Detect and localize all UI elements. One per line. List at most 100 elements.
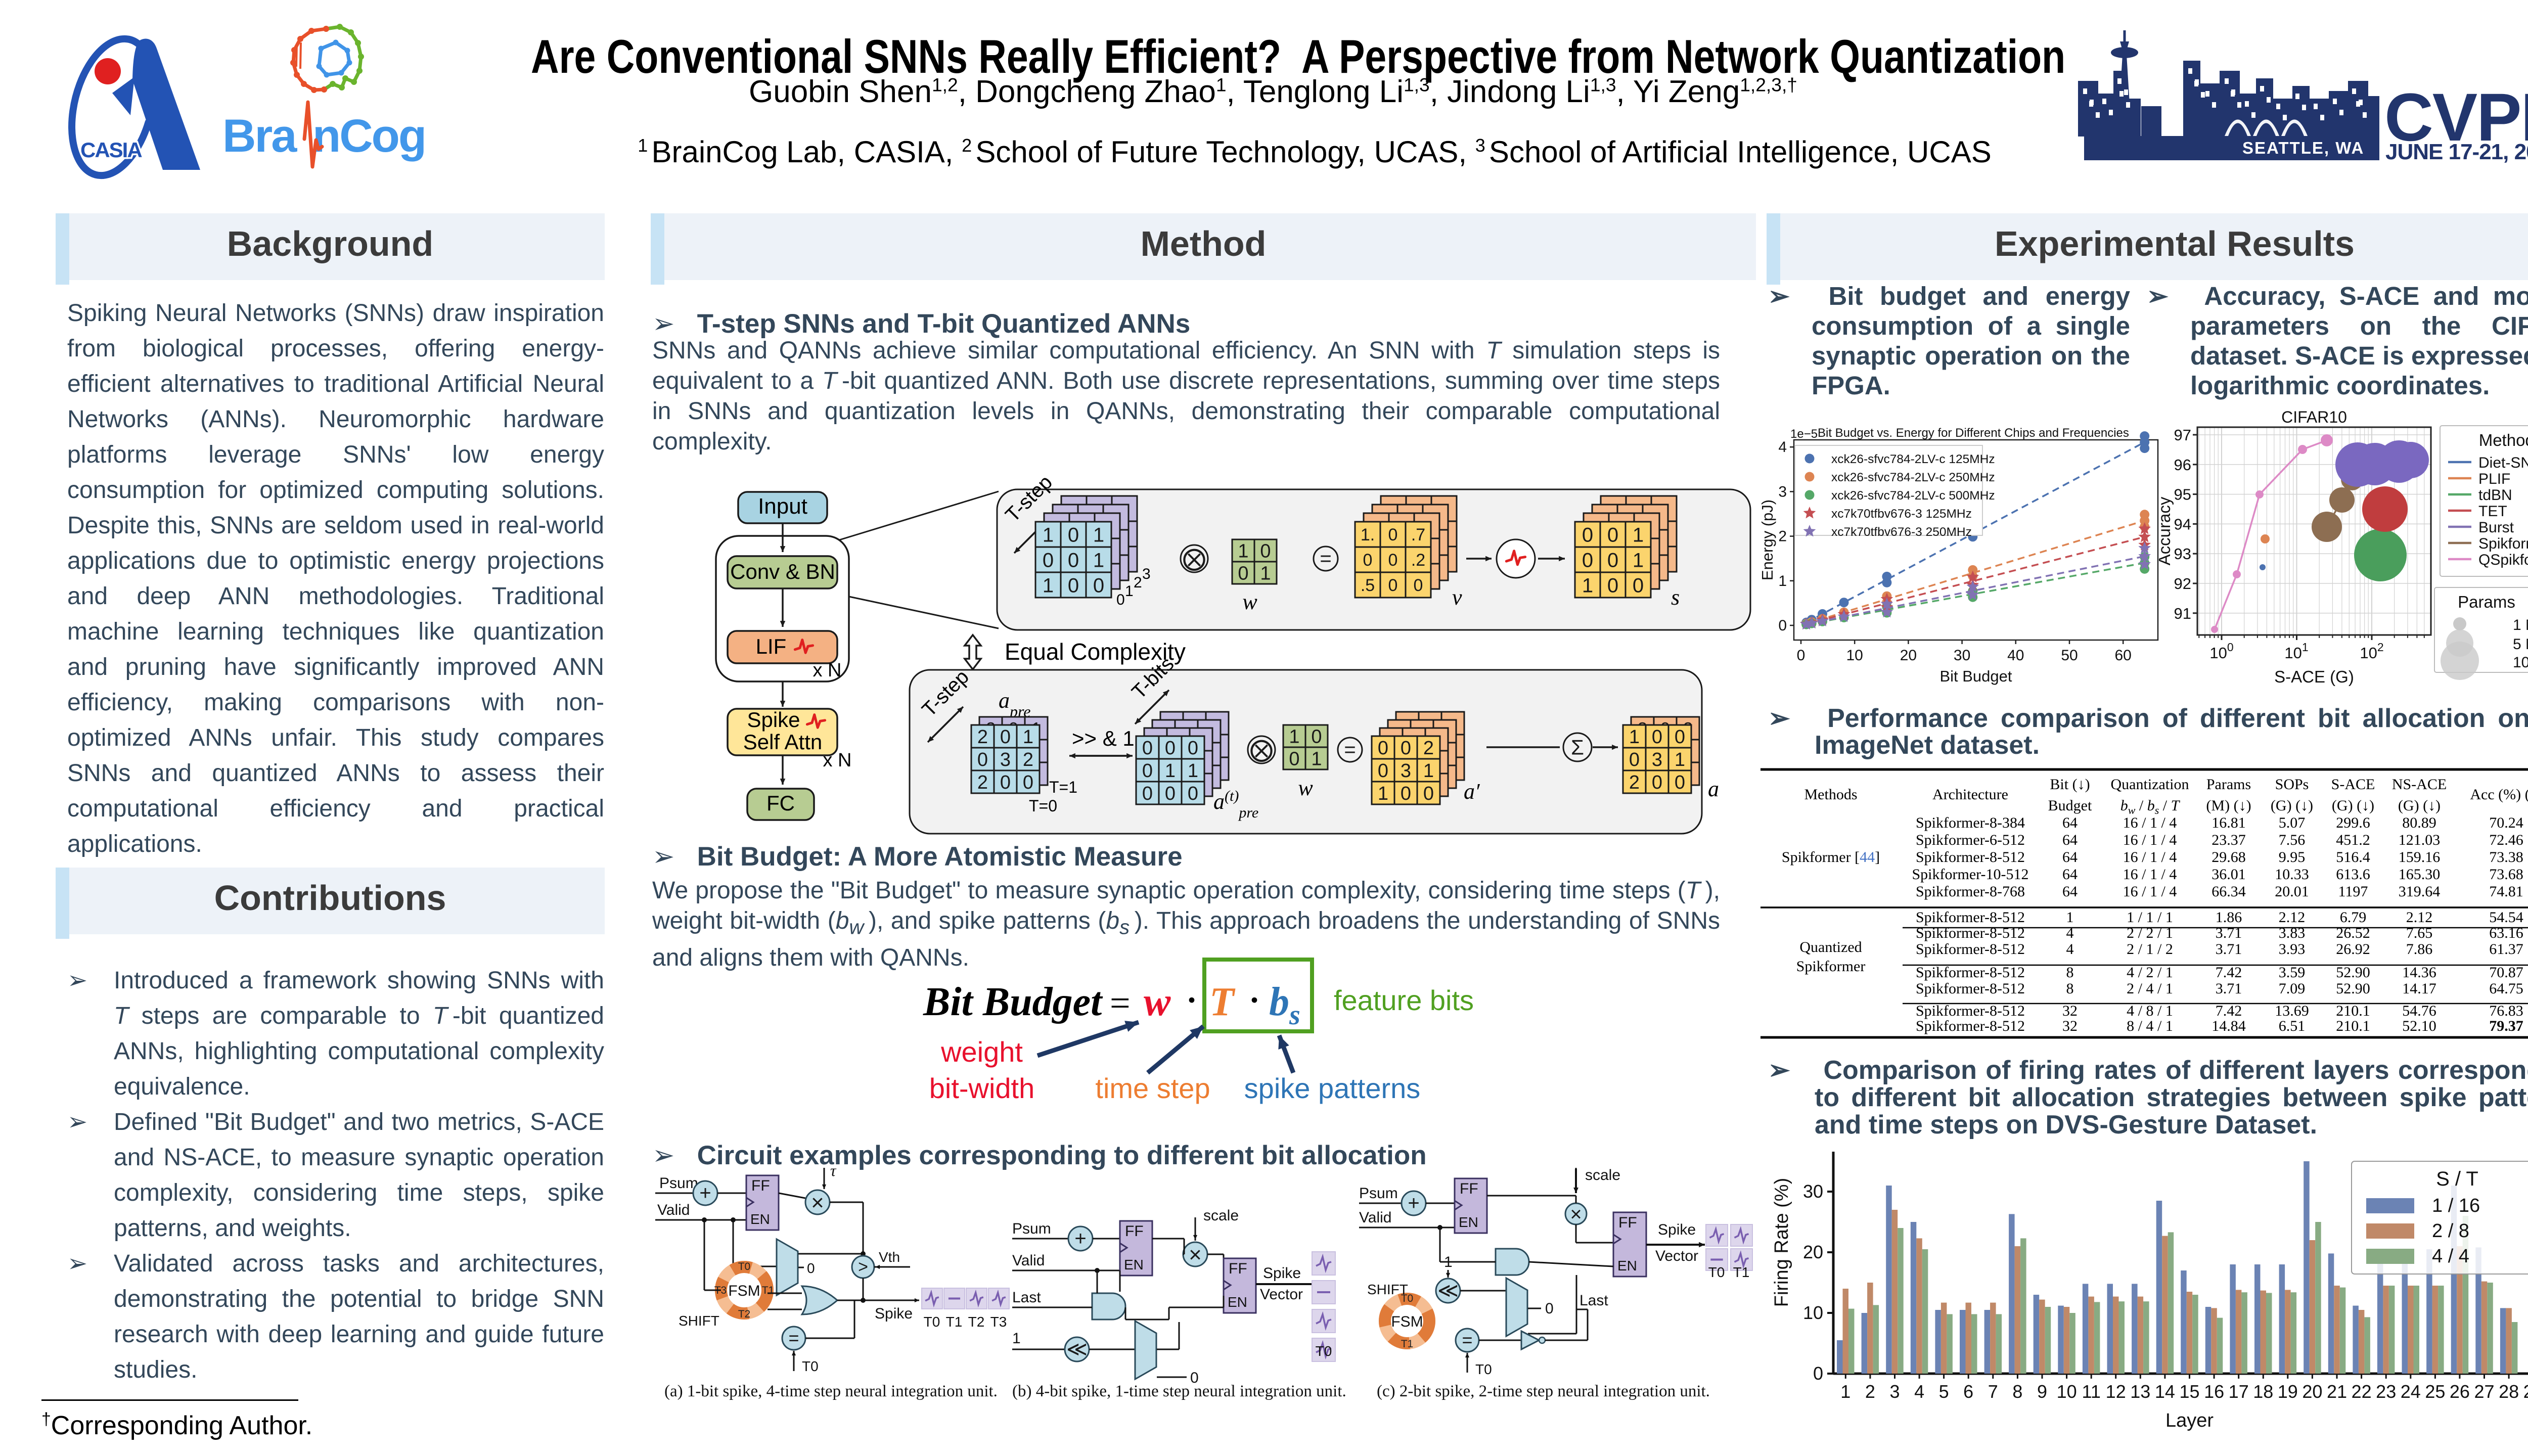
svg-text:Quantized: Quantized	[1799, 939, 1862, 956]
svg-text:0: 0	[1378, 738, 1388, 759]
svg-text:0: 0	[1582, 549, 1593, 571]
svg-text:0: 0	[1188, 783, 1198, 804]
svg-text:9.95: 9.95	[2279, 849, 2306, 866]
svg-text:Spikformer-8-512: Spikformer-8-512	[1916, 941, 2025, 958]
svg-text:Spikformer: Spikformer	[1796, 958, 1866, 975]
svg-text:3.59: 3.59	[2279, 964, 2306, 981]
svg-text:4 / 8 / 1: 4 / 8 / 1	[2127, 1003, 2173, 1019]
svg-text:+: +	[1408, 1192, 1419, 1214]
svg-text:20: 20	[2302, 1381, 2322, 1402]
svg-text:52.10: 52.10	[2402, 1018, 2436, 1034]
svg-text:Spikformer-8-768: Spikformer-8-768	[1916, 883, 2025, 900]
svg-text:1: 1	[1043, 574, 1054, 597]
svg-text:0: 0	[1675, 772, 1685, 793]
svg-text:1: 1	[1125, 583, 1134, 600]
svg-text:T1: T1	[1401, 1338, 1414, 1350]
svg-text:24: 24	[2401, 1381, 2421, 1402]
svg-text:4: 4	[1778, 439, 1787, 456]
svg-text:2 / 2 / 1: 2 / 2 / 1	[2127, 925, 2173, 941]
svg-text:0: 0	[1068, 574, 1079, 597]
svg-text:1: 1	[1378, 783, 1388, 804]
svg-text:6.51: 6.51	[2279, 1018, 2306, 1034]
svg-text:1: 1	[1633, 524, 1644, 546]
svg-text:Spikformer [44]: Spikformer [44]	[1782, 849, 1880, 866]
svg-text:Vector: Vector	[1260, 1286, 1303, 1303]
svg-text:16 / 1 / 4: 16 / 1 / 4	[2123, 849, 2177, 866]
svg-text:121.03: 121.03	[2399, 832, 2441, 848]
svg-text:EN: EN	[1228, 1294, 1247, 1310]
svg-text:36.01: 36.01	[2211, 866, 2246, 883]
svg-text:T0: T0	[1708, 1264, 1725, 1280]
svg-text:93: 93	[2174, 545, 2191, 563]
svg-text:94: 94	[2174, 515, 2191, 533]
svg-text:T=1: T=1	[1049, 778, 1077, 796]
svg-text:30: 30	[1954, 647, 1970, 664]
svg-text:CVPR: CVPR	[2384, 80, 2528, 155]
svg-text:x N: x N	[813, 660, 842, 681]
svg-text:1: 1	[1165, 760, 1176, 782]
svg-text:32: 32	[2062, 1003, 2078, 1019]
svg-text:=: =	[1320, 548, 1331, 570]
svg-text:(M) (↓): (M) (↓)	[2206, 797, 2251, 814]
svg-text:s: s	[1671, 585, 1680, 610]
svg-text:1 M: 1 M	[2513, 617, 2528, 633]
svg-text:T0: T0	[738, 1261, 751, 1272]
svg-text:T1: T1	[946, 1314, 963, 1330]
svg-text:1.86: 1.86	[2216, 909, 2242, 926]
svg-text:5 M: 5 M	[2513, 636, 2528, 653]
svg-text:0: 0	[1423, 783, 1434, 804]
svg-text:Equal Complexity: Equal Complexity	[1005, 639, 1186, 665]
svg-text:·: ·	[1186, 982, 1197, 1019]
svg-text:4: 4	[2066, 925, 2074, 941]
svg-text:20.01: 20.01	[2275, 883, 2309, 900]
svg-text:101: 101	[2284, 641, 2308, 662]
svg-text:95: 95	[2174, 486, 2191, 504]
svg-text:2: 2	[1134, 574, 1142, 591]
svg-text:spike patterns: spike patterns	[1244, 1072, 1421, 1104]
svg-text:613.6: 613.6	[2336, 866, 2370, 883]
svg-text:516.4: 516.4	[2336, 849, 2370, 866]
svg-text:Spikformer-8-512: Spikformer-8-512	[1916, 909, 2025, 926]
svg-text:4 / 4: 4 / 4	[2432, 1246, 2469, 1267]
svg-text:2 / 8: 2 / 8	[2432, 1220, 2469, 1242]
svg-text:1: 1	[1629, 726, 1640, 748]
svg-text:10 M: 10 M	[2513, 654, 2528, 671]
svg-text:1: 1	[1012, 1330, 1021, 1347]
svg-text:5: 5	[1939, 1381, 1949, 1402]
svg-text:0: 0	[1582, 524, 1593, 546]
svg-text:T2: T2	[738, 1308, 751, 1320]
svg-text:Bit Budget: Bit Budget	[1939, 667, 2012, 685]
svg-text:xc7k70tfbv676-3 250MHz: xc7k70tfbv676-3 250MHz	[1831, 525, 1972, 539]
svg-text:time step: time step	[1095, 1072, 1210, 1104]
svg-text:13: 13	[2130, 1381, 2150, 1402]
svg-text:1197: 1197	[2338, 883, 2368, 900]
svg-text:29.68: 29.68	[2211, 849, 2246, 866]
svg-text:0: 0	[1633, 574, 1644, 597]
svg-text:17: 17	[2229, 1381, 2249, 1402]
svg-text:Spikformer-8-512: Spikformer-8-512	[1916, 1018, 2025, 1034]
svg-text:1: 1	[1778, 573, 1787, 589]
svg-text:Acc (%) (↑): Acc (%) (↑)	[2470, 786, 2528, 803]
svg-text:23: 23	[2376, 1381, 2396, 1402]
svg-text:28: 28	[2499, 1381, 2519, 1402]
svg-text:26.92: 26.92	[2336, 941, 2370, 958]
svg-text:23.37: 23.37	[2211, 832, 2246, 848]
svg-text:feature bits: feature bits	[1334, 984, 1474, 1016]
svg-text:T2: T2	[968, 1314, 985, 1330]
svg-text:Input: Input	[758, 494, 807, 519]
svg-text:64: 64	[2062, 832, 2078, 848]
svg-text:52.90: 52.90	[2336, 964, 2370, 981]
svg-text:64.75: 64.75	[2489, 980, 2523, 997]
svg-text:Last: Last	[1579, 1292, 1608, 1309]
svg-text:Spikformer-8-512: Spikformer-8-512	[1916, 849, 2025, 866]
svg-text:Params: Params	[2458, 593, 2515, 611]
svg-text:S-ACE (G): S-ACE (G)	[2274, 667, 2354, 686]
svg-text:w: w	[1144, 980, 1171, 1024]
svg-text:Architecture: Architecture	[1932, 786, 2008, 803]
svg-text:2.12: 2.12	[2279, 909, 2306, 926]
svg-text:xck26-sfvc784-2LV-c 125MHz: xck26-sfvc784-2LV-c 125MHz	[1831, 452, 1995, 466]
svg-text:15: 15	[2179, 1381, 2199, 1402]
svg-text:0: 0	[1142, 738, 1153, 759]
svg-text:60: 60	[2115, 647, 2132, 664]
svg-text:16: 16	[2204, 1381, 2224, 1402]
